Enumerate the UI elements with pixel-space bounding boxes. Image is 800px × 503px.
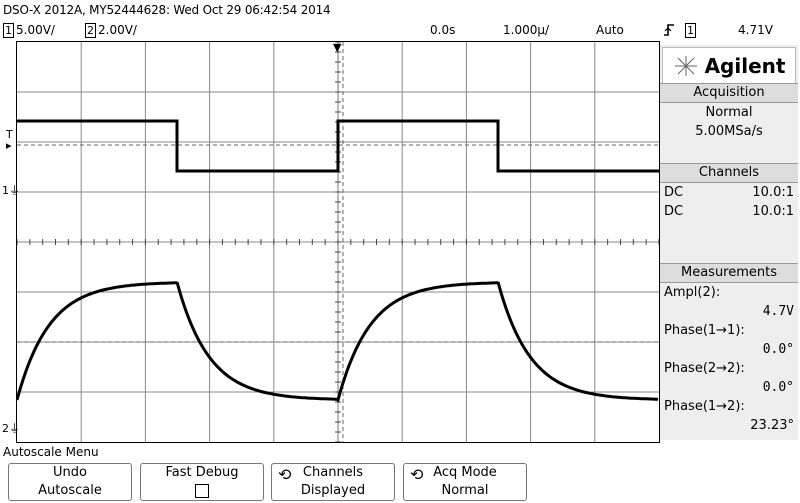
ch1-ground-marker[interactable]: 1⏚: [2, 184, 20, 197]
channel-probe: 10.0:1: [752, 185, 794, 200]
measurements-heading: Measurements: [660, 264, 798, 283]
sample-rate: 5.00MSa/s: [695, 124, 763, 139]
trigger-level[interactable]: 4.71V: [738, 23, 773, 37]
menu-title: Autoscale Menu: [3, 445, 99, 459]
ch1-scale-indicator[interactable]: 1 5.00V/: [3, 23, 55, 39]
checkbox-icon[interactable]: [141, 482, 263, 500]
channels-displayed-button[interactable]: ⟲ Channels Displayed: [271, 463, 395, 501]
measurements-panel[interactable]: Measurements Ampl(2): 4.7V Phase(1→1): 0…: [660, 263, 798, 441]
measurement-value: 0.0°: [762, 380, 794, 395]
time-offset[interactable]: 0.0s: [430, 23, 456, 37]
measurement-label: Ampl(2):: [664, 285, 721, 300]
channel-row: DC 10.0:1: [660, 202, 798, 221]
agilent-spark-logo-icon: [674, 56, 697, 76]
trigger-source[interactable]: 1: [685, 23, 696, 38]
measurement-label: Phase(2→2):: [664, 361, 745, 376]
ch2-trace: [15, 281, 658, 403]
ch1-number: 1: [3, 23, 14, 38]
fast-debug-button[interactable]: Fast Debug: [140, 463, 264, 501]
measurement-value: 4.7V: [762, 304, 794, 319]
acquisition-panel[interactable]: Acquisition Normal 5.00MSa/s: [660, 83, 798, 141]
channel-coupling: DC: [664, 204, 684, 219]
acquisition-mode: Normal: [705, 105, 753, 120]
ch1-scale: 5.00V/: [16, 23, 55, 37]
ch2-number: 2: [85, 23, 96, 38]
channel-row: DC 10.0:1: [660, 183, 798, 202]
waveform-display[interactable]: [15, 41, 660, 443]
acquisition-heading: Acquisition: [660, 84, 798, 103]
channels-heading: Channels: [660, 164, 798, 183]
channel-probe: 10.0:1: [752, 204, 794, 219]
brand-name: Agilent: [704, 54, 786, 78]
rotate-knob-icon: ⟲: [278, 465, 292, 484]
instrument-title: DSO-X 2012A, MY52444628: Wed Oct 29 06:4…: [3, 3, 331, 17]
measurement-label: Phase(1→2):: [664, 399, 745, 414]
measurement-label: Phase(1→1):: [664, 323, 745, 338]
ch2-scale-indicator[interactable]: 2 2.00V/: [85, 23, 137, 39]
undo-autoscale-button[interactable]: Undo Autoscale: [8, 463, 132, 501]
brand-logo: Agilent: [662, 47, 796, 85]
measurement-value: 0.0°: [762, 342, 794, 357]
graticule: [15, 41, 660, 443]
ch2-scale: 2.00V/: [98, 23, 137, 37]
rotate-knob-icon: ⟲: [410, 465, 424, 484]
acq-mode-button[interactable]: ⟲ Acq Mode Normal: [403, 463, 527, 501]
info-sidebar: Agilent Acquisition Normal 5.00MSa/s Cha…: [660, 45, 798, 440]
ch1-trace: [17, 119, 659, 173]
trigger-time-marker[interactable]: ▼: [333, 41, 342, 54]
channels-panel[interactable]: Channels DC 10.0:1 DC 10.0:1: [660, 163, 798, 221]
time-scale[interactable]: 1.000µ/: [503, 23, 550, 37]
ch2-ground-marker[interactable]: 2⏚: [2, 422, 20, 435]
trigger-slope-icon: [663, 22, 675, 38]
trigger-mode[interactable]: Auto: [596, 23, 624, 37]
measurement-value: 23.23°: [750, 418, 794, 433]
channel-coupling: DC: [664, 185, 684, 200]
trigger-level-marker[interactable]: T ▸: [6, 128, 13, 152]
